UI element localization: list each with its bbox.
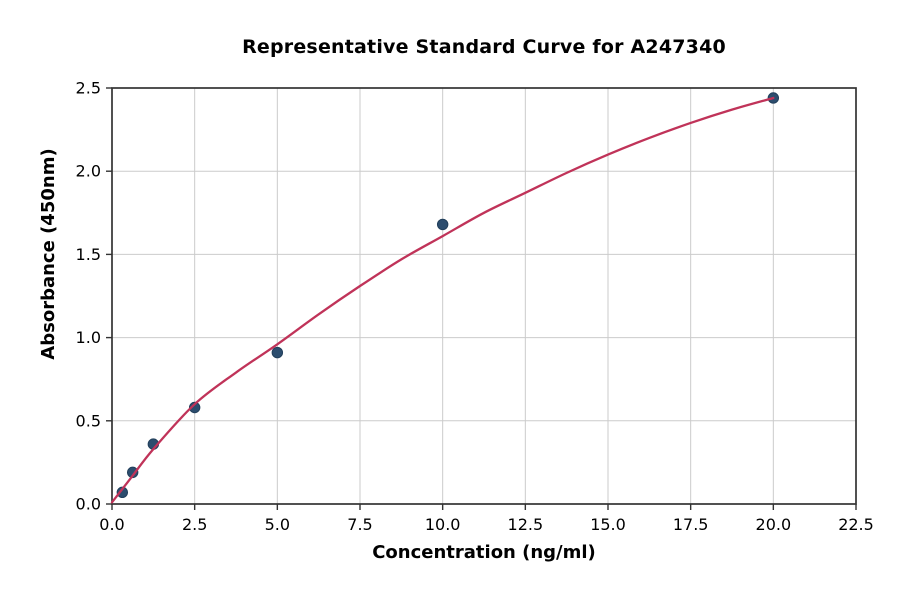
y-tick-label: 1.5 [76,245,101,264]
x-tick-label: 2.5 [182,515,207,534]
y-tick-label: 0.5 [76,411,101,430]
data-point [271,346,284,359]
x-axis-label: Concentration (ng/ml) [372,542,596,563]
plot-border [111,87,857,505]
data-point [188,401,201,414]
y-tick-label: 2.5 [76,79,101,98]
fitted-curve-path [110,96,775,504]
x-tick-label: 17.5 [673,515,709,534]
x-tick-label: 12.5 [508,515,544,534]
x-tick-label: 7.5 [347,515,372,534]
x-tick-label: 10.0 [425,515,461,534]
chart-title: Representative Standard Curve for A24734… [242,36,726,58]
x-tick-label: 15.0 [590,515,626,534]
data-point [436,218,449,231]
x-tick-label: 22.5 [838,515,874,534]
y-tick-label: 0.0 [76,495,101,514]
y-tick-label: 2.0 [76,162,101,181]
x-tick-label: 5.0 [265,515,290,534]
y-tick-label: 1.0 [76,328,101,347]
x-tick-label: 20.0 [756,515,792,534]
x-tick-label: 0.0 [99,515,124,534]
